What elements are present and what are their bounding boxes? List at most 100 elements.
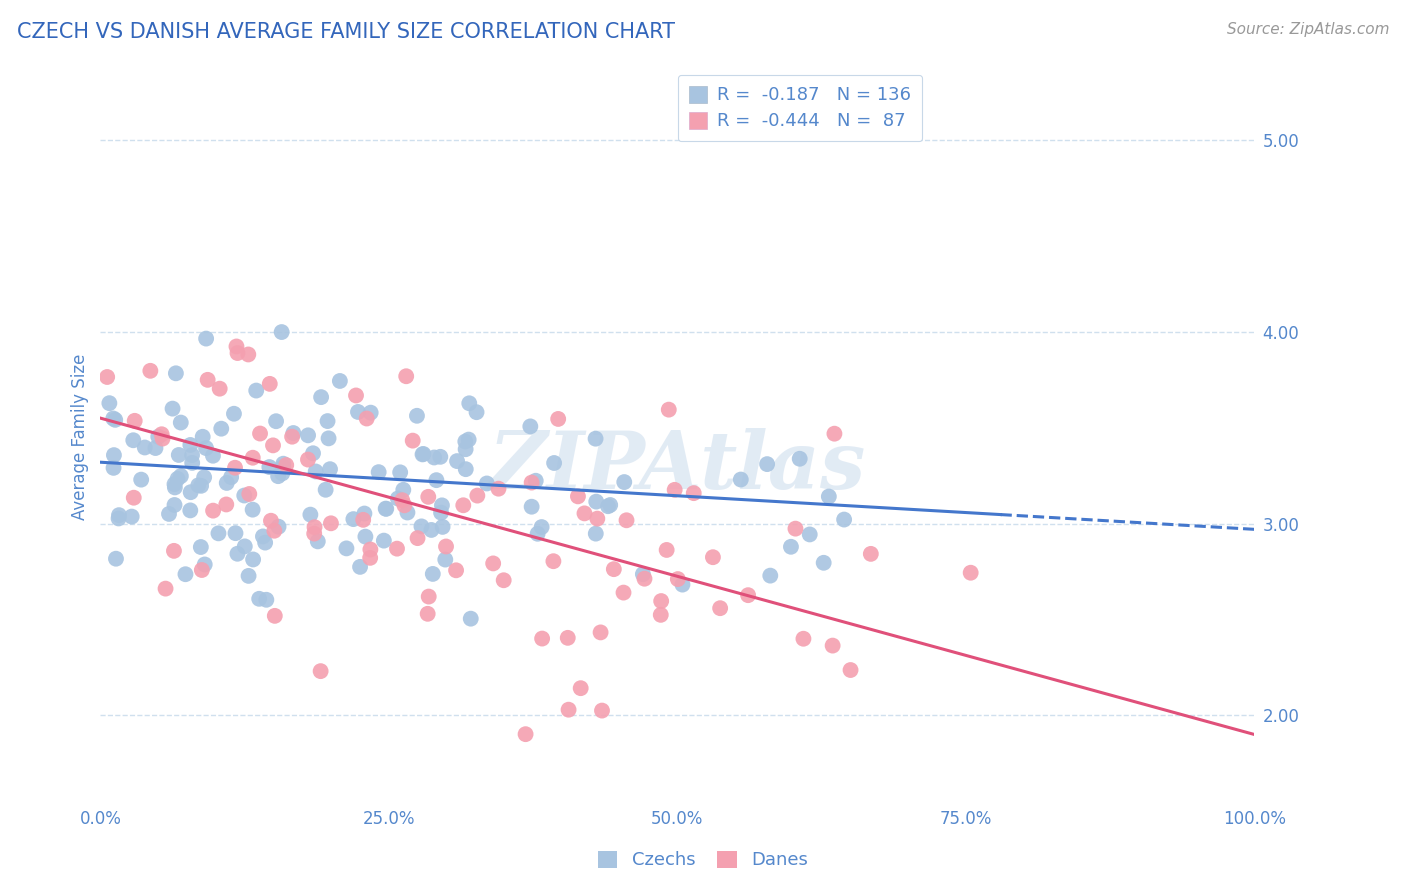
Point: [195, 332, 218, 346]
Point: [247, 591, 270, 606]
Point: [219, 470, 242, 484]
Point: [475, 476, 498, 491]
Point: [406, 409, 429, 423]
Point: [344, 388, 367, 402]
Point: [482, 557, 505, 571]
Point: [432, 520, 454, 534]
Point: [163, 544, 186, 558]
Point: [520, 475, 543, 490]
Point: [254, 535, 277, 549]
Point: [98, 396, 121, 410]
Point: [394, 498, 416, 512]
Point: [271, 457, 294, 471]
Point: [666, 572, 689, 586]
Point: [444, 563, 467, 577]
Point: [412, 447, 434, 461]
Point: [599, 498, 621, 512]
Point: [547, 412, 569, 426]
Point: [152, 432, 174, 446]
Point: [359, 542, 381, 557]
Point: [215, 498, 238, 512]
Point: [215, 475, 238, 490]
Point: [425, 473, 447, 487]
Point: [488, 482, 510, 496]
Point: [420, 523, 443, 537]
Point: [416, 607, 439, 621]
Point: [162, 401, 184, 416]
Text: CZECH VS DANISH AVERAGE FAMILY SIZE CORRELATION CHART: CZECH VS DANISH AVERAGE FAMILY SIZE CORR…: [17, 22, 675, 42]
Point: [524, 474, 547, 488]
Point: [823, 426, 845, 441]
Point: [543, 456, 565, 470]
Point: [347, 405, 370, 419]
Point: [108, 508, 131, 523]
Point: [616, 513, 638, 527]
Text: ZIPAtlas: ZIPAtlas: [489, 427, 866, 505]
Point: [429, 450, 451, 464]
Point: [163, 498, 186, 512]
Point: [307, 534, 329, 549]
Point: [181, 448, 204, 462]
Point: [315, 483, 337, 497]
Point: [267, 519, 290, 533]
Point: [281, 430, 304, 444]
Point: [959, 566, 981, 580]
Point: [785, 522, 807, 536]
Point: [179, 503, 201, 517]
Point: [434, 552, 457, 566]
Point: [519, 419, 541, 434]
Point: [238, 347, 260, 361]
Point: [319, 516, 342, 531]
Point: [813, 556, 835, 570]
Point: [434, 540, 457, 554]
Point: [682, 486, 704, 500]
Point: [650, 607, 672, 622]
Legend: R =  -0.187   N = 136, R =  -0.444   N =  87: R = -0.187 N = 136, R = -0.444 N = 87: [678, 75, 922, 141]
Point: [259, 460, 281, 475]
Point: [406, 531, 429, 545]
Point: [104, 551, 127, 566]
Point: [103, 448, 125, 462]
Point: [702, 550, 724, 565]
Point: [374, 501, 396, 516]
Point: [650, 594, 672, 608]
Point: [631, 567, 654, 582]
Point: [454, 434, 477, 449]
Point: [756, 457, 779, 471]
Point: [197, 373, 219, 387]
Point: [430, 506, 453, 520]
Point: [163, 477, 186, 491]
Point: [222, 407, 245, 421]
Point: [460, 612, 482, 626]
Point: [304, 520, 326, 534]
Point: [737, 588, 759, 602]
Point: [195, 441, 218, 455]
Point: [302, 446, 325, 460]
Point: [585, 494, 607, 508]
Legend: Czechs, Danes: Czechs, Danes: [589, 842, 817, 879]
Point: [329, 374, 352, 388]
Point: [603, 562, 626, 576]
Point: [263, 524, 285, 538]
Point: [446, 454, 468, 468]
Point: [252, 529, 274, 543]
Point: [187, 478, 209, 492]
Point: [170, 416, 193, 430]
Point: [167, 448, 190, 462]
Point: [792, 632, 814, 646]
Point: [613, 475, 636, 489]
Point: [354, 530, 377, 544]
Point: [412, 447, 434, 461]
Point: [165, 367, 187, 381]
Point: [297, 452, 319, 467]
Point: [201, 449, 224, 463]
Point: [356, 411, 378, 425]
Point: [207, 526, 229, 541]
Point: [318, 431, 340, 445]
Point: [395, 369, 418, 384]
Point: [233, 489, 256, 503]
Point: [671, 577, 693, 591]
Point: [520, 500, 543, 514]
Point: [353, 507, 375, 521]
Point: [124, 414, 146, 428]
